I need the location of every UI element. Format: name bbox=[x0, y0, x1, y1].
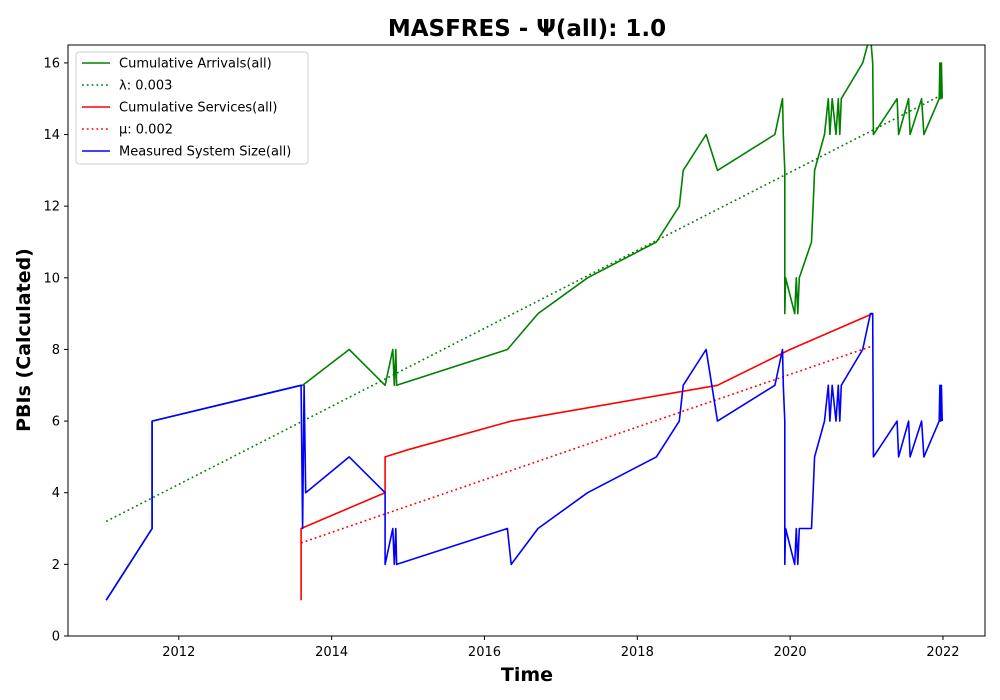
x-tick-label: 2016 bbox=[468, 645, 501, 660]
legend-label: Measured System Size(all) bbox=[119, 145, 291, 160]
y-tick-label: 0 bbox=[52, 630, 60, 645]
y-tick-label: 14 bbox=[43, 128, 60, 143]
y-tick-label: 16 bbox=[43, 56, 60, 71]
plot-area bbox=[67, 44, 986, 637]
legend-label: Cumulative Arrivals(all) bbox=[119, 57, 272, 72]
x-tick-label: 2018 bbox=[621, 645, 654, 660]
y-axis: 0 2 4 6 8 10 12 14 16 bbox=[43, 56, 68, 645]
legend-label: Cumulative Services(all) bbox=[119, 101, 277, 116]
x-axis-label: Time bbox=[501, 664, 553, 686]
legend-label: μ: 0.002 bbox=[119, 123, 173, 138]
axes-frame bbox=[67, 44, 986, 637]
y-tick-label: 12 bbox=[43, 200, 60, 215]
legend: Cumulative Arrivals(all) λ: 0.003 Cumulati… bbox=[75, 51, 309, 165]
x-tick-label: 2022 bbox=[926, 645, 959, 660]
legend-box bbox=[75, 51, 309, 165]
series-line-4 bbox=[105, 312, 943, 601]
series-line-0 bbox=[105, 45, 943, 601]
y-tick-label: 2 bbox=[52, 558, 60, 573]
chart-title: MASFRES - Ψ(all): 1.0 bbox=[388, 16, 666, 42]
y-tick-label: 4 bbox=[52, 486, 60, 501]
y-tick-label: 10 bbox=[43, 271, 60, 286]
y-tick-label: 8 bbox=[52, 343, 60, 358]
y-tick-label: 6 bbox=[52, 415, 60, 430]
x-axis: 2012 2014 2016 2018 2020 2022 bbox=[162, 636, 960, 660]
x-tick-label: 2014 bbox=[315, 645, 348, 660]
legend-label: λ: 0.003 bbox=[119, 79, 172, 94]
y-axis-label: PBIs (Calculated) bbox=[13, 248, 35, 432]
series-line-2 bbox=[300, 312, 874, 601]
x-tick-label: 2012 bbox=[162, 645, 195, 660]
x-tick-label: 2020 bbox=[774, 645, 807, 660]
